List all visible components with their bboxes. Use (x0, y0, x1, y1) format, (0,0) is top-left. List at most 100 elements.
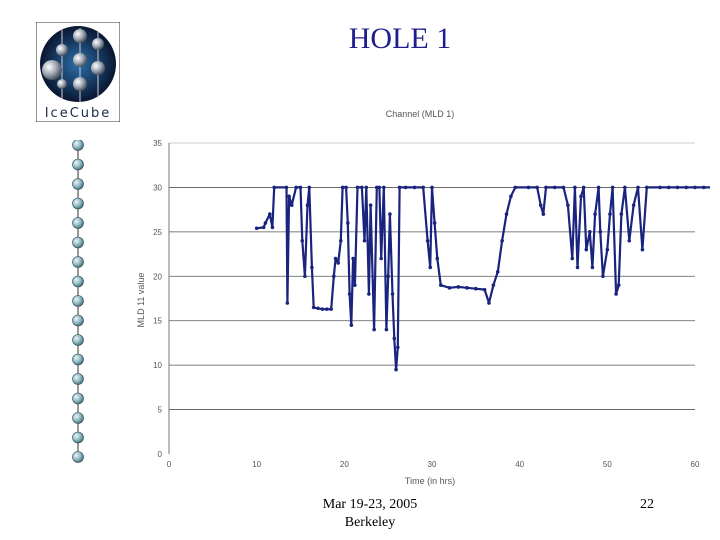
y-tick-label: 25 (153, 228, 162, 237)
data-point (693, 185, 697, 190)
dom-sphere (72, 158, 84, 171)
data-point (495, 270, 500, 274)
y-tick-label: 20 (153, 272, 162, 281)
data-point (381, 185, 386, 190)
data-point (552, 185, 557, 190)
footer-date: Mar 19-23, 2005 (322, 497, 418, 512)
logo-wordmark: IceCube (45, 106, 112, 121)
data-point (362, 238, 367, 243)
data-point (456, 285, 461, 289)
data-point (584, 247, 589, 252)
data-point (509, 194, 513, 199)
dom-sphere (72, 197, 84, 210)
data-point (336, 261, 340, 265)
x-tick-label: 60 (691, 460, 700, 469)
data-point (300, 238, 305, 243)
data-point (285, 301, 290, 305)
data-point (631, 203, 636, 207)
data-point (504, 212, 509, 216)
data-point (658, 185, 662, 190)
icecube-logo: IceCube (35, 21, 121, 123)
data-point (270, 225, 275, 230)
data-point (310, 265, 314, 270)
data-point (605, 247, 610, 252)
data-point (619, 212, 624, 216)
data-point (384, 327, 389, 332)
data-point (581, 185, 586, 190)
data-point (570, 256, 575, 261)
data-point (263, 221, 268, 225)
data-point (588, 230, 592, 234)
chart-title: Channel (MLD 1) (386, 109, 455, 119)
data-point (360, 185, 364, 190)
data-point (640, 247, 645, 252)
data-point (593, 212, 597, 216)
data-point (374, 185, 379, 190)
data-point (388, 212, 392, 216)
data-point (566, 203, 570, 207)
data-point (447, 286, 452, 290)
data-point (623, 185, 627, 190)
y-axis-label: MLD 11 value (136, 273, 146, 328)
dom-sphere (72, 139, 84, 151)
data-point (666, 185, 671, 190)
data-point (428, 265, 433, 270)
data-point (608, 212, 612, 216)
data-point (535, 185, 539, 190)
dom-sphere (72, 373, 84, 385)
series-trace (256, 186, 717, 371)
dom-sphere (72, 412, 84, 424)
data-point (541, 212, 546, 216)
data-point (465, 286, 469, 290)
data-point (298, 185, 303, 190)
data-point (284, 185, 289, 190)
data-point (590, 265, 595, 270)
scatter-chart: Channel (MLD 1) 0 5 10 15 20 25 30 35 0 10 20 30 40… (130, 100, 719, 490)
dom-sphere (72, 178, 84, 190)
data-point (372, 327, 376, 332)
y-tick-label: 5 (158, 406, 163, 415)
x-tick-label: 20 (340, 460, 349, 469)
data-point (579, 194, 583, 199)
dom-sphere (72, 217, 84, 229)
data-point (355, 185, 360, 190)
dom-sphere (72, 392, 84, 405)
data-point (303, 274, 307, 279)
y-tick-label: 0 (158, 450, 163, 459)
data-point (307, 185, 312, 190)
data-point (474, 286, 478, 291)
data-point (305, 203, 310, 207)
data-point (268, 212, 272, 216)
data-point (346, 221, 350, 225)
data-point (386, 274, 390, 279)
data-point (644, 185, 649, 190)
data-point (377, 185, 382, 190)
y-tick-label: 35 (153, 139, 162, 148)
data-point (397, 185, 402, 190)
x-tick-label: 0 (167, 460, 172, 469)
data-point (392, 336, 397, 341)
data-point (432, 221, 437, 225)
dom-sphere (72, 431, 84, 444)
data-point (538, 203, 543, 207)
data-point (513, 185, 518, 190)
data-point (438, 283, 443, 287)
data-point (500, 238, 504, 243)
data-point (351, 256, 355, 261)
dom-sphere (72, 256, 84, 268)
data-point (320, 307, 325, 311)
data-point (675, 185, 680, 190)
data-point (421, 185, 426, 190)
data-point (561, 185, 566, 190)
data-point (526, 185, 531, 190)
data-point (396, 345, 400, 350)
data-point (344, 185, 348, 190)
data-point (544, 185, 548, 190)
dom-sphere (72, 236, 84, 249)
data-point (349, 323, 354, 327)
data-point (596, 185, 601, 190)
x-axis-label: Time (in hrs) (405, 476, 455, 486)
data-point (325, 307, 329, 311)
x-tick-label: 50 (603, 460, 612, 469)
data-point (684, 185, 689, 190)
